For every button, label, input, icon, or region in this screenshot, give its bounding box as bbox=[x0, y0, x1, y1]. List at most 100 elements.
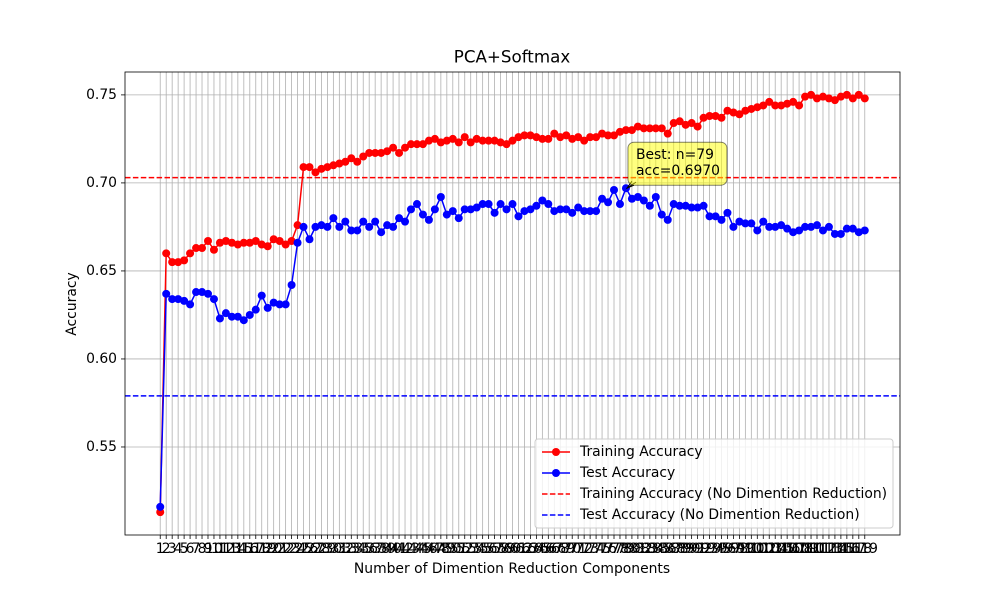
data-point bbox=[227, 312, 236, 321]
x-tick-label: 77 bbox=[605, 541, 623, 557]
data-point bbox=[293, 238, 302, 247]
data-point bbox=[711, 212, 720, 221]
data-point bbox=[807, 90, 816, 99]
data-point bbox=[239, 316, 248, 325]
data-point bbox=[830, 96, 839, 105]
data-point bbox=[239, 238, 248, 247]
data-point bbox=[514, 212, 523, 221]
data-point bbox=[359, 217, 368, 226]
data-point bbox=[562, 205, 571, 214]
data-point bbox=[520, 131, 529, 140]
x-tick-label: 116 bbox=[834, 541, 861, 557]
data-point bbox=[508, 136, 517, 145]
data-point bbox=[353, 226, 362, 235]
data-point bbox=[209, 245, 218, 254]
x-tick-label: 70 bbox=[563, 541, 581, 557]
data-point bbox=[615, 200, 624, 209]
x-tick-label: 93 bbox=[701, 541, 719, 557]
x-tick-label: 50 bbox=[444, 541, 462, 557]
x-tick-label: 103 bbox=[756, 541, 783, 557]
data-point bbox=[842, 90, 851, 99]
y-tick-label: 0.75 bbox=[86, 87, 117, 103]
data-point bbox=[478, 136, 487, 145]
data-point bbox=[263, 303, 272, 312]
x-tick-label: 101 bbox=[744, 541, 771, 557]
data-point bbox=[359, 152, 368, 161]
data-point bbox=[538, 134, 547, 143]
data-point bbox=[639, 196, 648, 205]
data-point bbox=[192, 244, 201, 253]
x-tick-label: 58 bbox=[492, 541, 510, 557]
data-point bbox=[233, 312, 242, 321]
data-point bbox=[777, 221, 786, 230]
x-tick-label: 98 bbox=[731, 541, 749, 557]
data-point bbox=[610, 185, 619, 194]
x-tick-label: 18 bbox=[253, 541, 271, 557]
data-point bbox=[418, 210, 427, 219]
data-point bbox=[424, 215, 433, 224]
data-point bbox=[412, 200, 421, 209]
data-point bbox=[389, 222, 398, 231]
data-point bbox=[347, 154, 356, 163]
data-point bbox=[663, 215, 672, 224]
x-tick-label: 17 bbox=[247, 541, 265, 557]
x-tick-label: 51 bbox=[450, 541, 468, 557]
x-tick-label: 43 bbox=[402, 541, 420, 557]
data-point bbox=[203, 237, 212, 246]
data-point bbox=[580, 207, 589, 216]
x-tick-label: 27 bbox=[307, 541, 325, 557]
x-tick-label: 100 bbox=[738, 541, 765, 557]
x-tick-label: 37 bbox=[366, 541, 384, 557]
legend-label: Training Accuracy bbox=[579, 444, 703, 460]
data-point bbox=[610, 131, 619, 140]
x-tick-label: 52 bbox=[456, 541, 474, 557]
x-tick-label: 117 bbox=[840, 541, 867, 557]
data-point bbox=[574, 133, 583, 142]
data-point bbox=[663, 129, 672, 138]
x-tick-label: 104 bbox=[762, 541, 789, 557]
data-point bbox=[693, 122, 702, 131]
x-tick-label: 81 bbox=[629, 541, 647, 557]
x-tick-label: 108 bbox=[786, 541, 813, 557]
data-point bbox=[580, 136, 589, 145]
x-tick-label: 21 bbox=[271, 541, 289, 557]
x-tick-label: 9 bbox=[204, 541, 213, 557]
x-tick-label: 79 bbox=[617, 541, 635, 557]
x-tick-label: 91 bbox=[689, 541, 707, 557]
x-tick-label: 10 bbox=[205, 541, 223, 557]
data-point bbox=[586, 207, 595, 216]
x-tick-label: 38 bbox=[372, 541, 390, 557]
data-point bbox=[687, 119, 696, 128]
data-point bbox=[406, 140, 415, 149]
x-tick-label: 28 bbox=[313, 541, 331, 557]
y-axis-label: Accuracy bbox=[64, 272, 80, 335]
data-point bbox=[574, 203, 583, 212]
x-tick-label: 65 bbox=[534, 541, 552, 557]
x-tick-label: 69 bbox=[557, 541, 575, 557]
data-point bbox=[389, 143, 398, 152]
data-point bbox=[251, 237, 260, 246]
x-tick-label: 20 bbox=[265, 541, 283, 557]
x-tick-label: 31 bbox=[331, 541, 349, 557]
x-tick-label: 2 bbox=[162, 541, 171, 557]
x-tick-label: 68 bbox=[551, 541, 569, 557]
x-tick-label: 33 bbox=[342, 541, 360, 557]
x-tick-label: 83 bbox=[641, 541, 659, 557]
x-tick-label: 35 bbox=[354, 541, 372, 557]
data-point bbox=[836, 229, 845, 238]
data-point bbox=[627, 126, 636, 135]
x-tick-label: 95 bbox=[713, 541, 731, 557]
x-tick-label: 3 bbox=[168, 541, 177, 557]
data-point bbox=[860, 94, 869, 103]
x-tick-label: 62 bbox=[516, 541, 534, 557]
data-point bbox=[604, 198, 613, 207]
x-tick-label: 94 bbox=[707, 541, 725, 557]
data-point bbox=[275, 300, 284, 309]
x-tick-label: 16 bbox=[241, 541, 259, 557]
legend-label: Test Accuracy (No Dimention Reduction) bbox=[579, 507, 860, 523]
data-point bbox=[556, 205, 565, 214]
data-point bbox=[568, 208, 577, 217]
x-tick-label: 14 bbox=[229, 541, 247, 557]
data-point bbox=[186, 300, 195, 309]
data-point bbox=[633, 192, 642, 201]
